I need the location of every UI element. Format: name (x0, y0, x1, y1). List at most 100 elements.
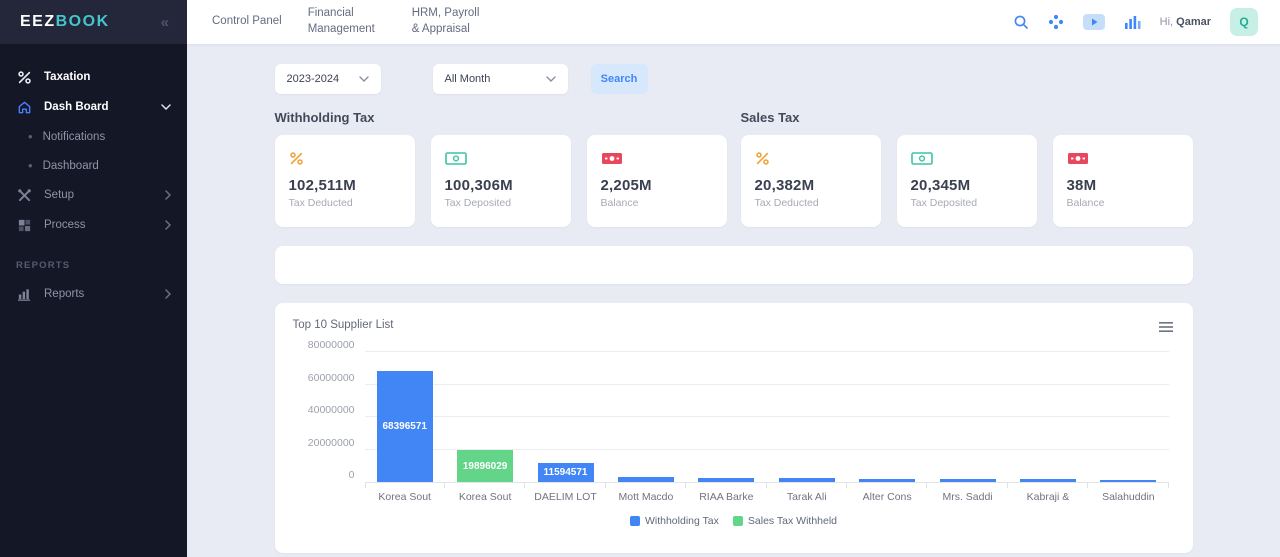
bars-container: 68396571 19896029 11594571 (365, 353, 1169, 482)
user-greeting: Hi, Qamar (1160, 16, 1211, 28)
stat-value: 38M (1067, 177, 1179, 194)
bar-slot: 68396571 (365, 371, 445, 482)
stat-label: Tax Deducted (289, 197, 401, 209)
chevron-right-icon (165, 190, 171, 200)
bar-mott-macdo (618, 477, 674, 482)
bar-data-label: 11594571 (544, 467, 588, 478)
banknote-outline-icon (911, 148, 1023, 168)
bar-tarak-ali (779, 478, 835, 482)
chevron-down-icon (359, 76, 369, 82)
x-axis-category-label: Kabraji & (1008, 483, 1088, 503)
sidebar-item-notifications[interactable]: •Notifications (0, 122, 187, 151)
apps-dots-icon[interactable] (1048, 14, 1064, 30)
search-icon[interactable] (1013, 14, 1029, 30)
legend-label: Withholding Tax (645, 515, 719, 527)
sidebar-item-dashboard[interactable]: •Dashboard (0, 151, 187, 180)
chart-menu-icon[interactable] (1157, 319, 1175, 335)
x-axis-category-label: Alter Cons (847, 483, 927, 503)
sidebar-header: EEZBOOK « (0, 0, 187, 44)
x-axis-category-label: Mott Macdo (606, 483, 686, 503)
percent-icon (755, 148, 867, 168)
greeting-name: Qamar (1176, 16, 1211, 28)
legend-swatch (630, 516, 640, 526)
y-axis-tick-label: 0 (293, 469, 355, 481)
gridline (365, 351, 1169, 352)
greeting-prefix: Hi, (1160, 16, 1177, 28)
sidebar-item-label: Setup (44, 189, 165, 201)
stat-value: 102,511M (289, 177, 401, 194)
sidebar-item-label: Reports (44, 288, 165, 300)
avatar[interactable]: Q (1230, 8, 1258, 36)
stat-label: Balance (601, 197, 713, 209)
stat-card: 20,382M Tax Deducted (741, 135, 881, 227)
month-select-value: All Month (445, 73, 491, 85)
year-select[interactable]: 2023-2024 (275, 64, 381, 94)
chevron-down-icon (546, 76, 556, 82)
stat-value: 2,205M (601, 177, 713, 194)
sidebar-section-label: REPORTS (0, 240, 187, 279)
stat-value: 20,345M (911, 177, 1023, 194)
y-axis-tick-label: 80000000 (293, 339, 355, 351)
bar-salahuddin (1100, 480, 1156, 482)
logo-text-primary: EEZ (20, 13, 56, 30)
legend-swatch (733, 516, 743, 526)
cards-row: 102,511MTax Deducted100,306MTax Deposite… (275, 135, 727, 227)
bar-kabraji- (1020, 479, 1076, 482)
sidebar-item-setup[interactable]: Setup (0, 180, 187, 210)
bar-korea-sout: 19896029 (457, 450, 513, 482)
month-select[interactable]: All Month (433, 64, 568, 94)
sidebar-item-label: Dash Board (44, 101, 161, 113)
bar-slot (686, 478, 766, 482)
x-axis-category-label: RIAA Barke (686, 483, 766, 503)
stat-label: Tax Deducted (755, 197, 867, 209)
sidebar-item-label: Taxation (44, 71, 171, 83)
stats-bars-icon[interactable] (1124, 14, 1141, 30)
bar-mrs-saddi (940, 479, 996, 482)
nav-item-control-panel[interactable]: Control Panel (212, 14, 282, 30)
sidebar-item-process[interactable]: Process (0, 210, 187, 240)
stat-card: 102,511M Tax Deducted (275, 135, 415, 227)
bar-slot (767, 478, 847, 482)
sidebar-item-reports[interactable]: Reports (0, 279, 187, 309)
section-title: Sales Tax (741, 110, 1193, 125)
nav-item-hrm-payroll-appraisal[interactable]: HRM, Payroll & Appraisal (412, 6, 490, 37)
stat-sections: Withholding Tax 102,511MTax Deducted100,… (275, 110, 1193, 227)
filter-bar: 2023-2024 All Month Search (275, 64, 1193, 94)
nav-item-financial-management[interactable]: Financial Management (308, 6, 386, 37)
y-axis-tick-label: 40000000 (293, 404, 355, 416)
bar-slot: 19896029 (445, 450, 525, 482)
sidebar-item-taxation[interactable]: Taxation (0, 62, 187, 92)
chevron-right-icon (165, 289, 171, 299)
chart-legend: Withholding Tax Sales Tax Withheld (293, 515, 1175, 527)
stat-label: Tax Deposited (911, 197, 1023, 209)
stat-card: 20,345M Tax Deposited (897, 135, 1037, 227)
bar-daelim-lot: 11594571 (538, 463, 594, 482)
stat-value: 20,382M (755, 177, 867, 194)
x-axis-category-label: DAELIM LOT (525, 483, 605, 503)
empty-panel (275, 246, 1193, 284)
bar-riaa-barke (698, 478, 754, 482)
top-header: Control Panel Financial Management HRM, Pa… (187, 0, 1280, 44)
search-button[interactable]: Search (591, 64, 648, 94)
chevron-right-icon (165, 220, 171, 230)
play-badge-icon[interactable] (1083, 14, 1105, 30)
banknote-outline-icon (445, 148, 557, 168)
sidebar-collapse-icon[interactable]: « (161, 14, 169, 31)
stat-label: Balance (1067, 197, 1179, 209)
process-icon (16, 217, 32, 233)
stat-label: Tax Deposited (445, 197, 557, 209)
bar-slot (927, 479, 1007, 482)
chart-title: Top 10 Supplier List (293, 319, 394, 331)
legend-item-sales-tax-withheld[interactable]: Sales Tax Withheld (733, 515, 837, 527)
banknote-filled-icon (1067, 148, 1179, 168)
tools-icon (16, 187, 32, 203)
chevron-down-icon (161, 104, 171, 110)
legend-label: Sales Tax Withheld (748, 515, 837, 527)
legend-item-withholding-tax[interactable]: Withholding Tax (630, 515, 719, 527)
header-right: Hi, Qamar Q (1013, 8, 1280, 36)
sidebar: EEZBOOK « Taxation Dash Board •Notificatio… (0, 0, 187, 557)
bar-chart-icon (16, 286, 32, 302)
top-nav: Control Panel Financial Management HRM, Pa… (187, 6, 490, 37)
sidebar-item-dash-board[interactable]: Dash Board (0, 92, 187, 122)
x-axis-category-label: Korea Sout (365, 483, 445, 503)
